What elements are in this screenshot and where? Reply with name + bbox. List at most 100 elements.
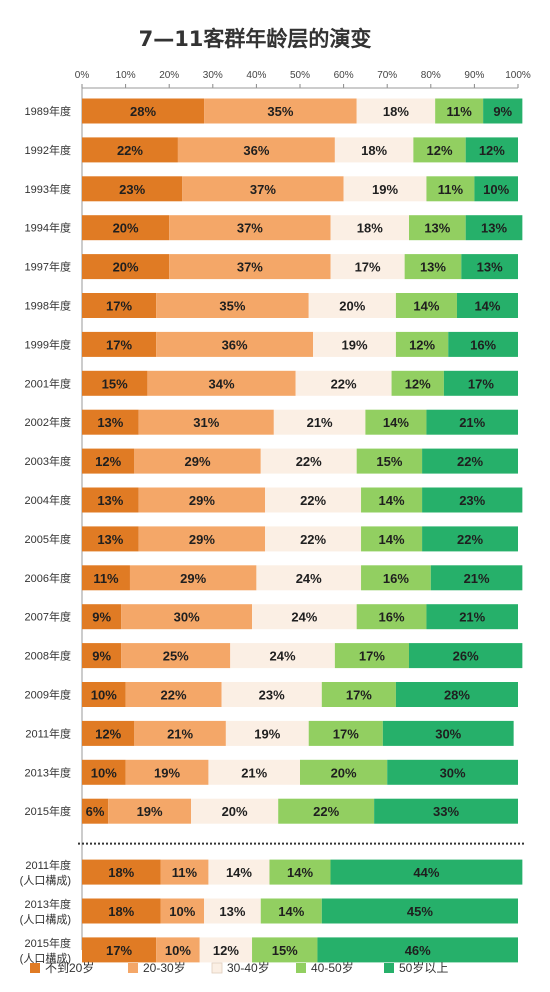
bar-segment bbox=[300, 759, 388, 785]
bar-segment bbox=[321, 682, 396, 707]
data-label: 22% bbox=[117, 143, 143, 158]
data-label: 17% bbox=[355, 260, 381, 275]
category-label: 2015年度 bbox=[25, 936, 71, 950]
data-label: 22% bbox=[161, 688, 187, 703]
data-label: 14% bbox=[413, 299, 439, 314]
category-label: 2009年度 bbox=[25, 688, 71, 702]
category-label: 2006年度 bbox=[25, 571, 71, 585]
bar-segment bbox=[82, 137, 178, 163]
data-label: 20% bbox=[113, 221, 139, 236]
bar-segment bbox=[422, 487, 523, 513]
bar-segment bbox=[395, 682, 518, 707]
data-label: 9% bbox=[92, 610, 111, 625]
chart-title: 7—11客群年龄层的演变 bbox=[139, 27, 372, 51]
category-label: 2011年度 bbox=[25, 858, 71, 872]
data-label: 22% bbox=[313, 804, 339, 819]
bar-segment bbox=[221, 682, 322, 707]
data-label: 17% bbox=[359, 649, 385, 664]
legend-label: 40-50岁 bbox=[311, 960, 354, 975]
data-label: 46% bbox=[405, 943, 431, 958]
data-label: 36% bbox=[222, 337, 248, 352]
bar-segment bbox=[204, 98, 357, 124]
bar-segment bbox=[260, 448, 357, 474]
x-tick-label: 0% bbox=[75, 70, 90, 81]
bar-segment bbox=[374, 798, 518, 824]
data-label: 13% bbox=[481, 221, 507, 236]
x-tick-label: 80% bbox=[421, 70, 441, 81]
bar-segment bbox=[225, 720, 309, 746]
data-label: 20% bbox=[222, 804, 248, 819]
category-label: 2002年度 bbox=[25, 415, 71, 429]
bar-segment bbox=[129, 565, 257, 591]
data-label: 18% bbox=[357, 221, 383, 236]
bar-segment bbox=[265, 487, 362, 513]
legend-label: 30-40岁 bbox=[227, 960, 270, 975]
data-label: 20% bbox=[113, 260, 139, 275]
legend-swatch bbox=[30, 963, 40, 973]
legend-label: 50岁以上 bbox=[399, 960, 448, 975]
data-label: 16% bbox=[383, 571, 409, 586]
x-tick-label: 30% bbox=[203, 70, 223, 81]
bar-segment bbox=[308, 293, 396, 318]
data-label: 44% bbox=[413, 865, 439, 880]
data-label: 20% bbox=[331, 765, 357, 780]
data-label: 22% bbox=[457, 454, 483, 469]
data-label: 9% bbox=[92, 649, 111, 664]
data-label: 15% bbox=[102, 376, 128, 391]
category-label: 2001年度 bbox=[25, 376, 71, 390]
bar-segment bbox=[82, 798, 109, 824]
bar-segment bbox=[334, 643, 409, 669]
data-label: 13% bbox=[424, 221, 450, 236]
bar-segment bbox=[147, 370, 296, 396]
data-label: 22% bbox=[296, 454, 322, 469]
legend-label: 20-30岁 bbox=[143, 960, 186, 975]
bar-segment bbox=[169, 215, 331, 241]
data-label: 11% bbox=[438, 182, 464, 197]
bar-segment bbox=[82, 98, 205, 124]
bar-segment bbox=[156, 293, 309, 318]
bar-segment bbox=[413, 137, 466, 163]
x-tick-label: 70% bbox=[377, 70, 397, 81]
bar-segment bbox=[134, 720, 226, 746]
bar-segment bbox=[156, 331, 314, 357]
data-label: 15% bbox=[376, 454, 402, 469]
bar-segment bbox=[456, 293, 518, 318]
bar-segment bbox=[343, 176, 427, 202]
data-label: 19% bbox=[154, 765, 180, 780]
bar-segment bbox=[82, 293, 157, 318]
data-label: 12% bbox=[213, 943, 239, 958]
data-label: 12% bbox=[405, 376, 431, 391]
bar-segment bbox=[82, 487, 139, 513]
category-label: 1997年度 bbox=[25, 260, 71, 274]
data-label: 19% bbox=[372, 182, 398, 197]
data-label: 28% bbox=[130, 104, 156, 119]
bar-segment bbox=[82, 898, 161, 924]
data-label: 37% bbox=[250, 182, 276, 197]
data-label: 34% bbox=[209, 376, 235, 391]
data-label: 22% bbox=[457, 532, 483, 547]
x-tick-label: 100% bbox=[505, 70, 531, 81]
data-label: 9% bbox=[493, 104, 512, 119]
bar-segment bbox=[426, 409, 518, 435]
data-label: 21% bbox=[464, 571, 490, 586]
bar-segment bbox=[334, 137, 414, 163]
category-label: 2005年度 bbox=[25, 532, 71, 546]
category-label: (人口構成) bbox=[20, 952, 71, 965]
data-label: 14% bbox=[474, 299, 500, 314]
bar-segment bbox=[230, 643, 335, 669]
data-label: 21% bbox=[307, 415, 333, 430]
bar-segment bbox=[361, 526, 423, 552]
bar-segment bbox=[82, 448, 135, 474]
bar-segment bbox=[356, 98, 436, 124]
data-label: 13% bbox=[97, 415, 123, 430]
legend-swatch bbox=[211, 962, 223, 974]
bar-segment bbox=[82, 682, 126, 707]
data-label: 13% bbox=[97, 493, 123, 508]
data-label: 35% bbox=[267, 104, 293, 119]
category-label: 2003年度 bbox=[25, 454, 71, 468]
bar-segment bbox=[430, 565, 523, 591]
data-label: 18% bbox=[108, 865, 134, 880]
bar-segment bbox=[395, 293, 457, 318]
data-label: 12% bbox=[95, 454, 121, 469]
